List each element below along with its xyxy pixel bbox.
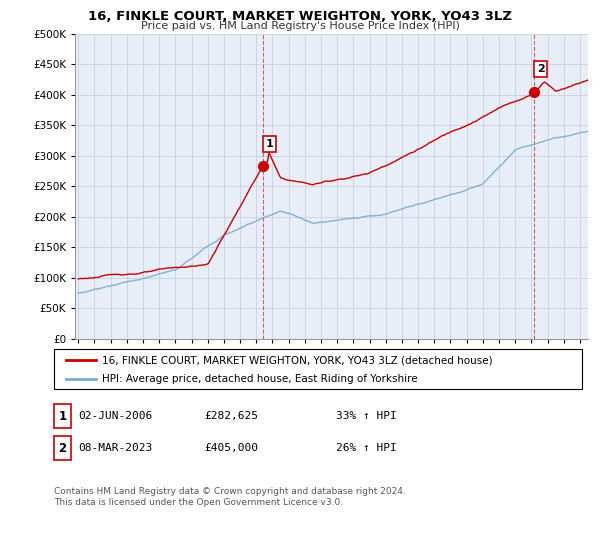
Text: 16, FINKLE COURT, MARKET WEIGHTON, YORK, YO43 3LZ: 16, FINKLE COURT, MARKET WEIGHTON, YORK,… bbox=[88, 10, 512, 23]
Text: 1: 1 bbox=[58, 409, 67, 423]
Text: 2: 2 bbox=[537, 64, 545, 74]
Text: 16, FINKLE COURT, MARKET WEIGHTON, YORK, YO43 3LZ (detached house): 16, FINKLE COURT, MARKET WEIGHTON, YORK,… bbox=[102, 355, 493, 365]
Text: Price paid vs. HM Land Registry's House Price Index (HPI): Price paid vs. HM Land Registry's House … bbox=[140, 21, 460, 31]
Text: 02-JUN-2006: 02-JUN-2006 bbox=[78, 411, 152, 421]
Text: 08-MAR-2023: 08-MAR-2023 bbox=[78, 443, 152, 453]
Text: 26% ↑ HPI: 26% ↑ HPI bbox=[336, 443, 397, 453]
Text: 1: 1 bbox=[265, 139, 273, 149]
Text: Contains HM Land Registry data © Crown copyright and database right 2024.
This d: Contains HM Land Registry data © Crown c… bbox=[54, 487, 406, 507]
Text: 33% ↑ HPI: 33% ↑ HPI bbox=[336, 411, 397, 421]
Text: 2: 2 bbox=[58, 441, 67, 455]
Text: £282,625: £282,625 bbox=[204, 411, 258, 421]
Text: £405,000: £405,000 bbox=[204, 443, 258, 453]
Text: HPI: Average price, detached house, East Riding of Yorkshire: HPI: Average price, detached house, East… bbox=[102, 374, 418, 384]
